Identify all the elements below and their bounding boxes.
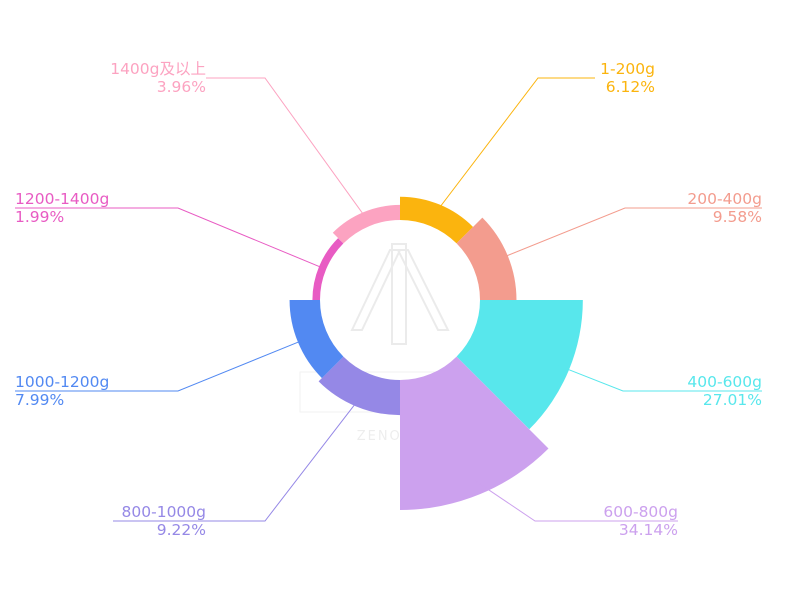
percent-label-200-400g: 9.58%: [713, 208, 762, 226]
slice-1200-1400g[interactable]: [312, 238, 344, 300]
leader-line-600-800g: [474, 480, 678, 522]
percent-label-1000-1200g: 7.99%: [15, 391, 64, 409]
leader-line-1200-1400g: [15, 207, 325, 270]
category-label-400-600g: 400-600g: [687, 373, 762, 391]
category-label-200-400g: 200-400g: [687, 190, 762, 208]
slice-1400g及以上[interactable]: [332, 204, 400, 244]
leader-line-400-600g: [556, 364, 762, 392]
leader-line-200-400g: [499, 207, 762, 260]
category-label-800-1000g: 800-1000g: [122, 503, 206, 521]
slice-800-1000g[interactable]: [318, 356, 400, 416]
category-label-600-800g: 600-800g: [603, 503, 678, 521]
percent-label-1-200g: 6.12%: [606, 78, 655, 96]
slice-600-800g[interactable]: [400, 356, 549, 510]
percent-label-1200-1400g: 1.99%: [15, 208, 64, 226]
category-label-1200-1400g: 1200-1400g: [15, 190, 109, 208]
category-label-1-200g: 1-200g: [600, 60, 655, 78]
percent-label-400-600g: 27.01%: [703, 391, 762, 409]
category-label-1400g及以上: 1400g及以上: [110, 60, 206, 78]
leader-line-1-200g: [436, 77, 595, 212]
percent-label-1400g及以上: 3.96%: [157, 78, 206, 96]
slice-200-400g[interactable]: [456, 217, 517, 300]
percent-label-800-1000g: 9.22%: [157, 521, 206, 539]
leader-line-1400g及以上: [206, 77, 367, 219]
leader-line-1000-1200g: [15, 338, 306, 392]
category-label-1000-1200g: 1000-1200g: [15, 373, 109, 391]
slice-1-200g[interactable]: [400, 196, 474, 244]
slice-1000-1200g[interactable]: [289, 300, 344, 379]
percent-label-600-800g: 34.14%: [619, 521, 678, 539]
slice-400-600g[interactable]: [456, 300, 583, 430]
leader-line-800-1000g: [113, 398, 360, 522]
